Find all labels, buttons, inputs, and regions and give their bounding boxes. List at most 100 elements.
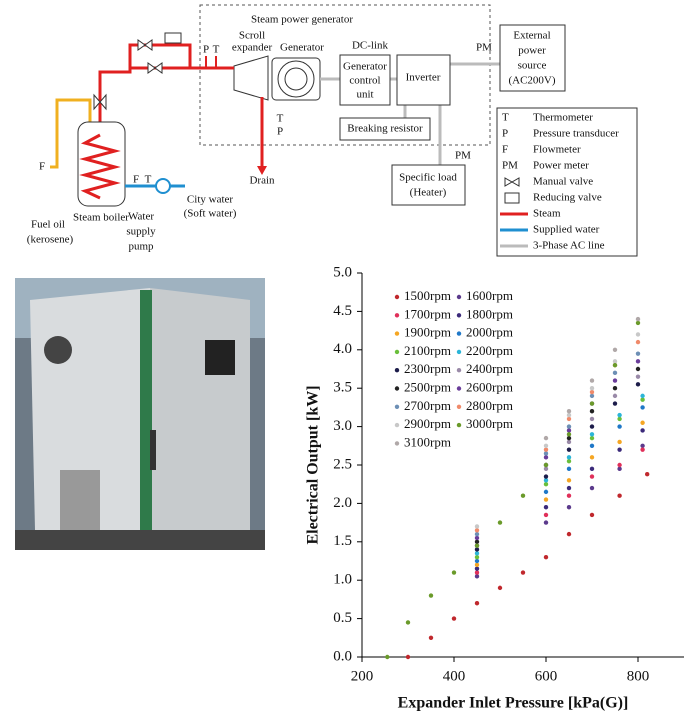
data-point bbox=[475, 559, 479, 563]
data-point bbox=[475, 536, 479, 540]
legend-marker bbox=[395, 368, 399, 372]
data-point bbox=[590, 486, 594, 490]
x-tick-label: 400 bbox=[443, 668, 466, 684]
legend-label: Steam bbox=[533, 208, 561, 220]
city-water-label: (Soft water) bbox=[184, 208, 237, 220]
data-point bbox=[544, 455, 548, 459]
data-point bbox=[617, 447, 621, 451]
data-point bbox=[590, 378, 594, 382]
gcu-label: Generator bbox=[343, 61, 387, 73]
legend-marker bbox=[395, 423, 399, 427]
legend-label: 1700rpm bbox=[404, 306, 451, 321]
external-label: source bbox=[518, 60, 547, 72]
expander-label: Scroll bbox=[239, 30, 265, 42]
legend-label: 1600rpm bbox=[466, 288, 513, 303]
legend-marker bbox=[457, 331, 461, 335]
y-tick-label: 4.5 bbox=[333, 303, 352, 319]
legend-label: 1900rpm bbox=[404, 325, 451, 340]
data-point bbox=[544, 478, 548, 482]
data-point bbox=[544, 555, 548, 559]
chart: Expander Inlet Pressure [kPa(G)] Electri… bbox=[305, 264, 684, 711]
data-point bbox=[544, 490, 548, 494]
data-point bbox=[590, 474, 594, 478]
data-point bbox=[385, 655, 389, 659]
data-point bbox=[544, 467, 548, 471]
data-point bbox=[567, 409, 571, 413]
data-point bbox=[613, 359, 617, 363]
data-point bbox=[567, 447, 571, 451]
data-point bbox=[498, 586, 502, 590]
data-point bbox=[544, 436, 548, 440]
data-point bbox=[617, 440, 621, 444]
sensor-label: P bbox=[277, 126, 283, 138]
data-point bbox=[590, 417, 594, 421]
data-point bbox=[567, 455, 571, 459]
data-point bbox=[590, 467, 594, 471]
legend-symbol: P bbox=[502, 128, 508, 140]
data-point bbox=[567, 532, 571, 536]
data-point bbox=[590, 409, 594, 413]
fuel-label: Fuel oil bbox=[31, 219, 65, 231]
data-point bbox=[640, 447, 644, 451]
data-point bbox=[640, 428, 644, 432]
legend-label: 2600rpm bbox=[466, 379, 513, 394]
data-point bbox=[640, 394, 644, 398]
data-point bbox=[590, 394, 594, 398]
legend-label: Reducing valve bbox=[533, 192, 602, 204]
data-point bbox=[544, 513, 548, 517]
diagram-title: Steam power generator bbox=[251, 14, 353, 26]
pm-label: PM bbox=[455, 150, 471, 162]
fuel-flow-label: F bbox=[39, 161, 45, 173]
data-point bbox=[406, 620, 410, 624]
legend-label: 1800rpm bbox=[466, 306, 513, 321]
y-tick-label: 3.5 bbox=[333, 380, 352, 396]
legend-label: 2900rpm bbox=[404, 416, 451, 431]
legend-marker bbox=[457, 405, 461, 409]
y-tick-label: 3.0 bbox=[333, 418, 352, 434]
pm-label: PM bbox=[476, 42, 492, 54]
data-point bbox=[613, 363, 617, 367]
expander-label: expander bbox=[232, 42, 273, 54]
legend-symbol: PM bbox=[502, 160, 518, 172]
pump bbox=[156, 179, 170, 193]
data-point bbox=[636, 317, 640, 321]
data-point bbox=[640, 398, 644, 402]
data-point bbox=[544, 451, 548, 455]
boiler-label: Steam boiler bbox=[73, 212, 129, 224]
legend-marker bbox=[395, 331, 399, 335]
sensor-label: P bbox=[203, 44, 209, 56]
data-point bbox=[567, 432, 571, 436]
data-point bbox=[613, 386, 617, 390]
data-point bbox=[452, 570, 456, 574]
y-tick-label: 4.0 bbox=[333, 341, 352, 357]
dc-link-label: DC-link bbox=[352, 40, 389, 52]
y-tick-label: 5.0 bbox=[333, 264, 352, 280]
legend-label: 2200rpm bbox=[466, 343, 513, 358]
system-diagram: Steam power generator Scroll expander Ge… bbox=[27, 5, 637, 256]
y-tick-label: 0.0 bbox=[333, 648, 352, 664]
x-tick-label: 600 bbox=[535, 668, 558, 684]
data-point bbox=[544, 520, 548, 524]
legend-label: 2500rpm bbox=[404, 379, 451, 394]
load-label: (Heater) bbox=[410, 187, 447, 199]
external-label: External bbox=[513, 30, 550, 42]
expander bbox=[234, 56, 268, 100]
data-point bbox=[617, 424, 621, 428]
legend-label: Pressure transducer bbox=[533, 128, 619, 140]
legend-label: 2000rpm bbox=[466, 325, 513, 340]
legend-marker bbox=[457, 423, 461, 427]
data-point bbox=[475, 528, 479, 532]
legend-label: Power meter bbox=[533, 160, 589, 172]
data-point bbox=[617, 413, 621, 417]
legend-marker bbox=[395, 295, 399, 299]
data-point bbox=[567, 459, 571, 463]
data-point bbox=[590, 386, 594, 390]
data-point bbox=[475, 532, 479, 536]
legend-label: 1500rpm bbox=[404, 288, 451, 303]
legend-marker bbox=[457, 295, 461, 299]
y-tick-label: 0.5 bbox=[333, 610, 352, 626]
data-point bbox=[590, 401, 594, 405]
data-point bbox=[567, 494, 571, 498]
data-point bbox=[613, 401, 617, 405]
data-point bbox=[613, 378, 617, 382]
